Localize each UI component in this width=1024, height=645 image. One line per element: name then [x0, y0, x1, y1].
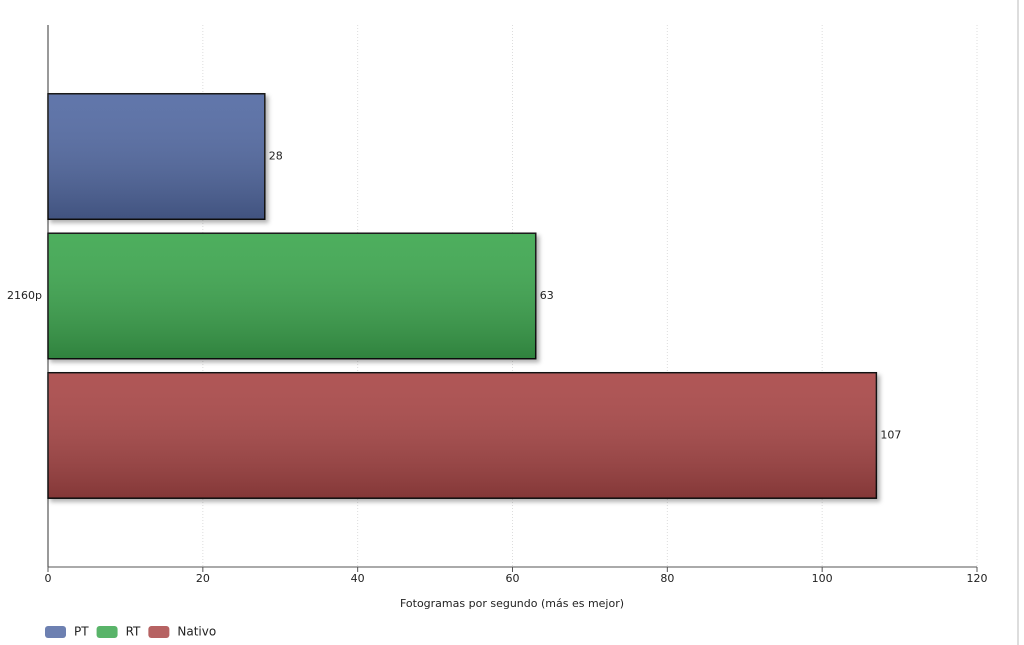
value-label: 28 [269, 150, 283, 163]
value-label: 107 [880, 428, 901, 441]
legend-text: RT [126, 625, 141, 639]
legend-swatch [148, 626, 170, 638]
x-tick-label: 60 [506, 572, 520, 585]
x-tick-label: 120 [967, 572, 988, 585]
x-tick-label: 20 [196, 572, 210, 585]
bar [47, 371, 878, 499]
value-label: 63 [540, 289, 554, 302]
bar [47, 232, 537, 360]
legend-swatch [45, 626, 66, 638]
y-tick-label: 2160p [7, 289, 42, 302]
legend-swatch [96, 626, 118, 638]
bar [47, 93, 266, 221]
legend-text: PT [74, 625, 89, 639]
x-tick-label: 40 [351, 572, 365, 585]
x-axis-label: Fotogramas por segundo (más es mejor) [400, 597, 624, 610]
x-tick-label: 80 [660, 572, 674, 585]
legend-text: Nativo [177, 625, 216, 639]
x-tick-label: 0 [45, 572, 52, 585]
x-tick-label: 100 [812, 572, 833, 585]
